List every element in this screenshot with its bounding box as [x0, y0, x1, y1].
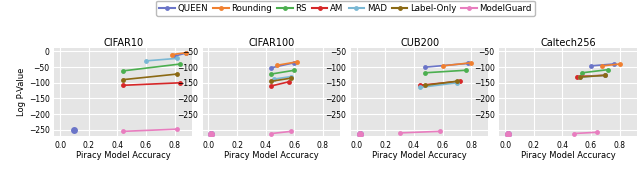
- Title: Caltech256: Caltech256: [540, 38, 596, 48]
- X-axis label: Piracy Model Accuracy: Piracy Model Accuracy: [76, 151, 170, 160]
- Y-axis label: Log P-Value: Log P-Value: [17, 68, 26, 116]
- X-axis label: Piracy Model Accuracy: Piracy Model Accuracy: [372, 151, 467, 160]
- X-axis label: Piracy Model Accuracy: Piracy Model Accuracy: [521, 151, 616, 160]
- Title: CIFAR10: CIFAR10: [103, 38, 143, 48]
- Title: CUB200: CUB200: [400, 38, 439, 48]
- Title: CIFAR100: CIFAR100: [248, 38, 294, 48]
- Legend: QUEEN, Rounding, RS, AM, MAD, Label-Only, ModelGuard: QUEEN, Rounding, RS, AM, MAD, Label-Only…: [156, 1, 535, 16]
- X-axis label: Piracy Model Accuracy: Piracy Model Accuracy: [224, 151, 319, 160]
